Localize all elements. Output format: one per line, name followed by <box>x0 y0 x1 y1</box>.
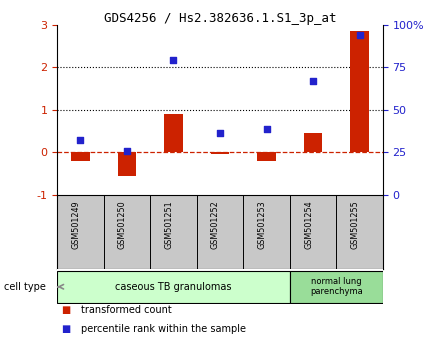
Text: ■: ■ <box>62 324 71 334</box>
Text: GSM501255: GSM501255 <box>351 201 359 250</box>
Text: GSM501253: GSM501253 <box>257 201 267 249</box>
Bar <box>164 114 183 152</box>
Bar <box>211 152 229 154</box>
Text: percentile rank within the sample: percentile rank within the sample <box>81 324 246 334</box>
Point <box>309 78 316 84</box>
Point <box>356 33 363 38</box>
Text: caseous TB granulomas: caseous TB granulomas <box>115 282 232 292</box>
Text: GSM501251: GSM501251 <box>165 201 173 249</box>
Text: GSM501250: GSM501250 <box>118 201 127 249</box>
Bar <box>57 271 290 303</box>
Text: transformed count: transformed count <box>81 305 172 315</box>
Text: normal lung
parenchyma: normal lung parenchyma <box>310 277 363 296</box>
Text: GSM501249: GSM501249 <box>71 201 81 249</box>
Text: cell type: cell type <box>4 282 46 292</box>
Text: GDS4256 / Hs2.382636.1.S1_3p_at: GDS4256 / Hs2.382636.1.S1_3p_at <box>104 12 336 25</box>
Bar <box>71 152 90 161</box>
Text: ■: ■ <box>62 305 71 315</box>
Point <box>170 57 177 62</box>
Bar <box>257 152 276 161</box>
Point <box>77 137 84 143</box>
Text: GSM501254: GSM501254 <box>304 201 313 249</box>
Point <box>124 148 131 153</box>
Bar <box>290 271 383 303</box>
Point <box>216 130 224 136</box>
Text: GSM501252: GSM501252 <box>211 201 220 250</box>
Bar <box>304 133 323 152</box>
Bar <box>350 31 369 152</box>
Bar <box>117 152 136 176</box>
Point <box>263 126 270 132</box>
